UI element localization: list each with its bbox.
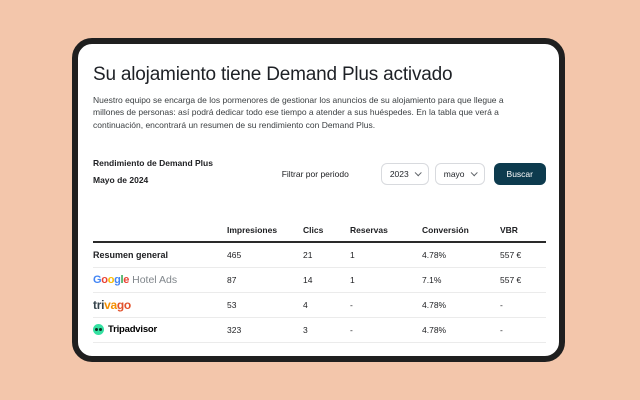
cell-conversion: 7.1%: [422, 274, 442, 285]
table-row-tripadvisor: Tripadvisor 323 3 - 4.78% -: [93, 318, 546, 343]
column-header-vbr: VBR: [500, 224, 518, 235]
report-name-label: Rendimiento de Demand Plus: [93, 157, 213, 168]
page-title: Su alojamiento tiene Demand Plus activad…: [93, 64, 453, 85]
month-select[interactable]: mayo: [434, 162, 485, 185]
google-logo-letter: e: [123, 273, 130, 286]
cell-impresiones: 87: [227, 274, 237, 285]
cell-conversion: 4.78%: [422, 249, 447, 260]
cell-reservas: -: [350, 324, 353, 335]
cell-conversion: 4.78%: [422, 324, 447, 335]
google-logo-letter: l: [120, 273, 124, 286]
cell-clics: 4: [303, 299, 308, 310]
demand-plus-card: Su alojamiento tiene Demand Plus activad…: [72, 38, 565, 362]
filter-period-label: Filtrar por periodo: [281, 168, 349, 179]
trivago-logo-letters: tri: [93, 297, 105, 312]
year-select-value: 2023: [389, 168, 409, 179]
performance-table: Impresiones Clics Reservas Conversión VB…: [93, 221, 546, 343]
cell-clics: 21: [303, 249, 313, 260]
month-select-value: mayo: [443, 168, 465, 179]
cell-reservas: -: [350, 299, 353, 310]
cell-clics: 14: [303, 274, 313, 285]
report-period-label: Mayo de 2024: [93, 174, 149, 185]
tripadvisor-logo: Tripadvisor: [93, 324, 227, 336]
page-description: Nuestro equipo se encarga de los pormeno…: [93, 95, 504, 130]
trivago-logo: trivago: [93, 298, 227, 312]
cell-impresiones: 323: [227, 324, 242, 335]
trivago-logo-letters: va: [104, 297, 117, 312]
cell-vbr: -: [500, 299, 503, 310]
table-row-resumen-general: Resumen general 465 21 1 4.78% 557 €: [93, 243, 546, 268]
cell-reservas: 1: [350, 274, 355, 285]
cell-impresiones: 53: [227, 299, 237, 310]
year-select[interactable]: 2023: [380, 162, 429, 185]
cell-conversion: 4.78%: [422, 299, 447, 310]
filter-bar: Rendimiento de Demand Plus Mayo de 2024 …: [93, 158, 546, 185]
cell-vbr: 557 €: [500, 249, 522, 260]
google-logo-letter: o: [107, 273, 115, 286]
filter-controls: Filtrar por periodo 2023 mayo Buscar: [281, 162, 546, 185]
google-logo-letter: o: [101, 273, 108, 286]
column-header-impresiones: Impresiones: [227, 224, 278, 235]
cell-vbr: -: [500, 324, 503, 335]
trivago-logo-letters: go: [116, 297, 131, 312]
chevron-down-icon: [470, 169, 478, 177]
tripadvisor-label: Tripadvisor: [108, 324, 158, 336]
google-logo-letter: g: [114, 273, 121, 286]
column-header-clics: Clics: [303, 224, 324, 235]
column-header-conversion: Conversión: [422, 224, 469, 235]
table-row-trivago: trivago 53 4 - 4.78% -: [93, 293, 546, 318]
cell-vbr: 557 €: [500, 274, 522, 285]
row-label: Resumen general: [93, 249, 169, 260]
search-button[interactable]: Buscar: [493, 162, 546, 185]
hotel-ads-label: Hotel Ads: [132, 273, 178, 286]
table-header-row: Impresiones Clics Reservas Conversión VB…: [93, 221, 546, 243]
google-logo-letter: G: [93, 273, 102, 286]
column-header-reservas: Reservas: [350, 224, 388, 235]
cell-impresiones: 465: [227, 249, 242, 260]
report-info: Rendimiento de Demand Plus Mayo de 2024: [93, 158, 213, 185]
cell-reservas: 1: [350, 249, 355, 260]
tripadvisor-owl-icon: [93, 324, 104, 336]
chevron-down-icon: [414, 169, 422, 177]
cell-clics: 3: [303, 324, 308, 335]
